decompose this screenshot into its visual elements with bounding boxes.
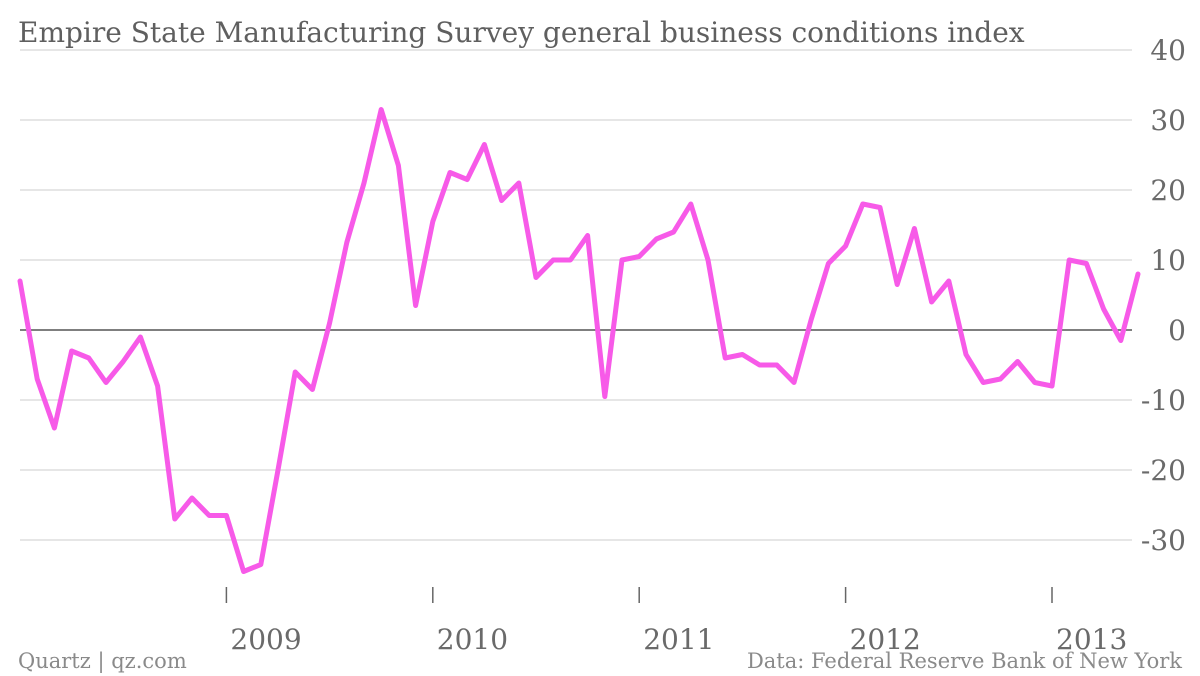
y-tick-label: 20 xyxy=(1150,174,1186,207)
y-tick-label: 10 xyxy=(1150,244,1186,277)
y-tick-label: 30 xyxy=(1150,104,1186,137)
y-axis-ticks: -30 -20 -10 0 10 20 30 40 xyxy=(1141,34,1186,557)
y-tick-label: 0 xyxy=(1168,314,1186,347)
x-tick-label: 2010 xyxy=(437,623,508,656)
y-tick-label: -30 xyxy=(1141,524,1186,557)
series-layer xyxy=(17,107,1141,574)
x-tick-label: 2012 xyxy=(850,623,921,656)
x-tick-label: 2011 xyxy=(643,623,714,656)
grid xyxy=(20,49,1132,541)
y-tick-label: -10 xyxy=(1141,384,1186,417)
y-tick-label: -20 xyxy=(1141,454,1186,487)
series-line xyxy=(17,107,1141,574)
footer-source-right: Data: Federal Reserve Bank of New York xyxy=(747,649,1182,673)
chart-title: Empire State Manufacturing Survey genera… xyxy=(18,16,1025,49)
x-tick-label: 2009 xyxy=(230,623,301,656)
footer-source-left: Quartz | qz.com xyxy=(18,649,187,674)
x-tick-label: 2013 xyxy=(1056,623,1127,656)
y-tick-label: 40 xyxy=(1150,34,1186,67)
x-axis-ticks: 2009 2010 2011 2012 2013 xyxy=(225,587,1127,656)
